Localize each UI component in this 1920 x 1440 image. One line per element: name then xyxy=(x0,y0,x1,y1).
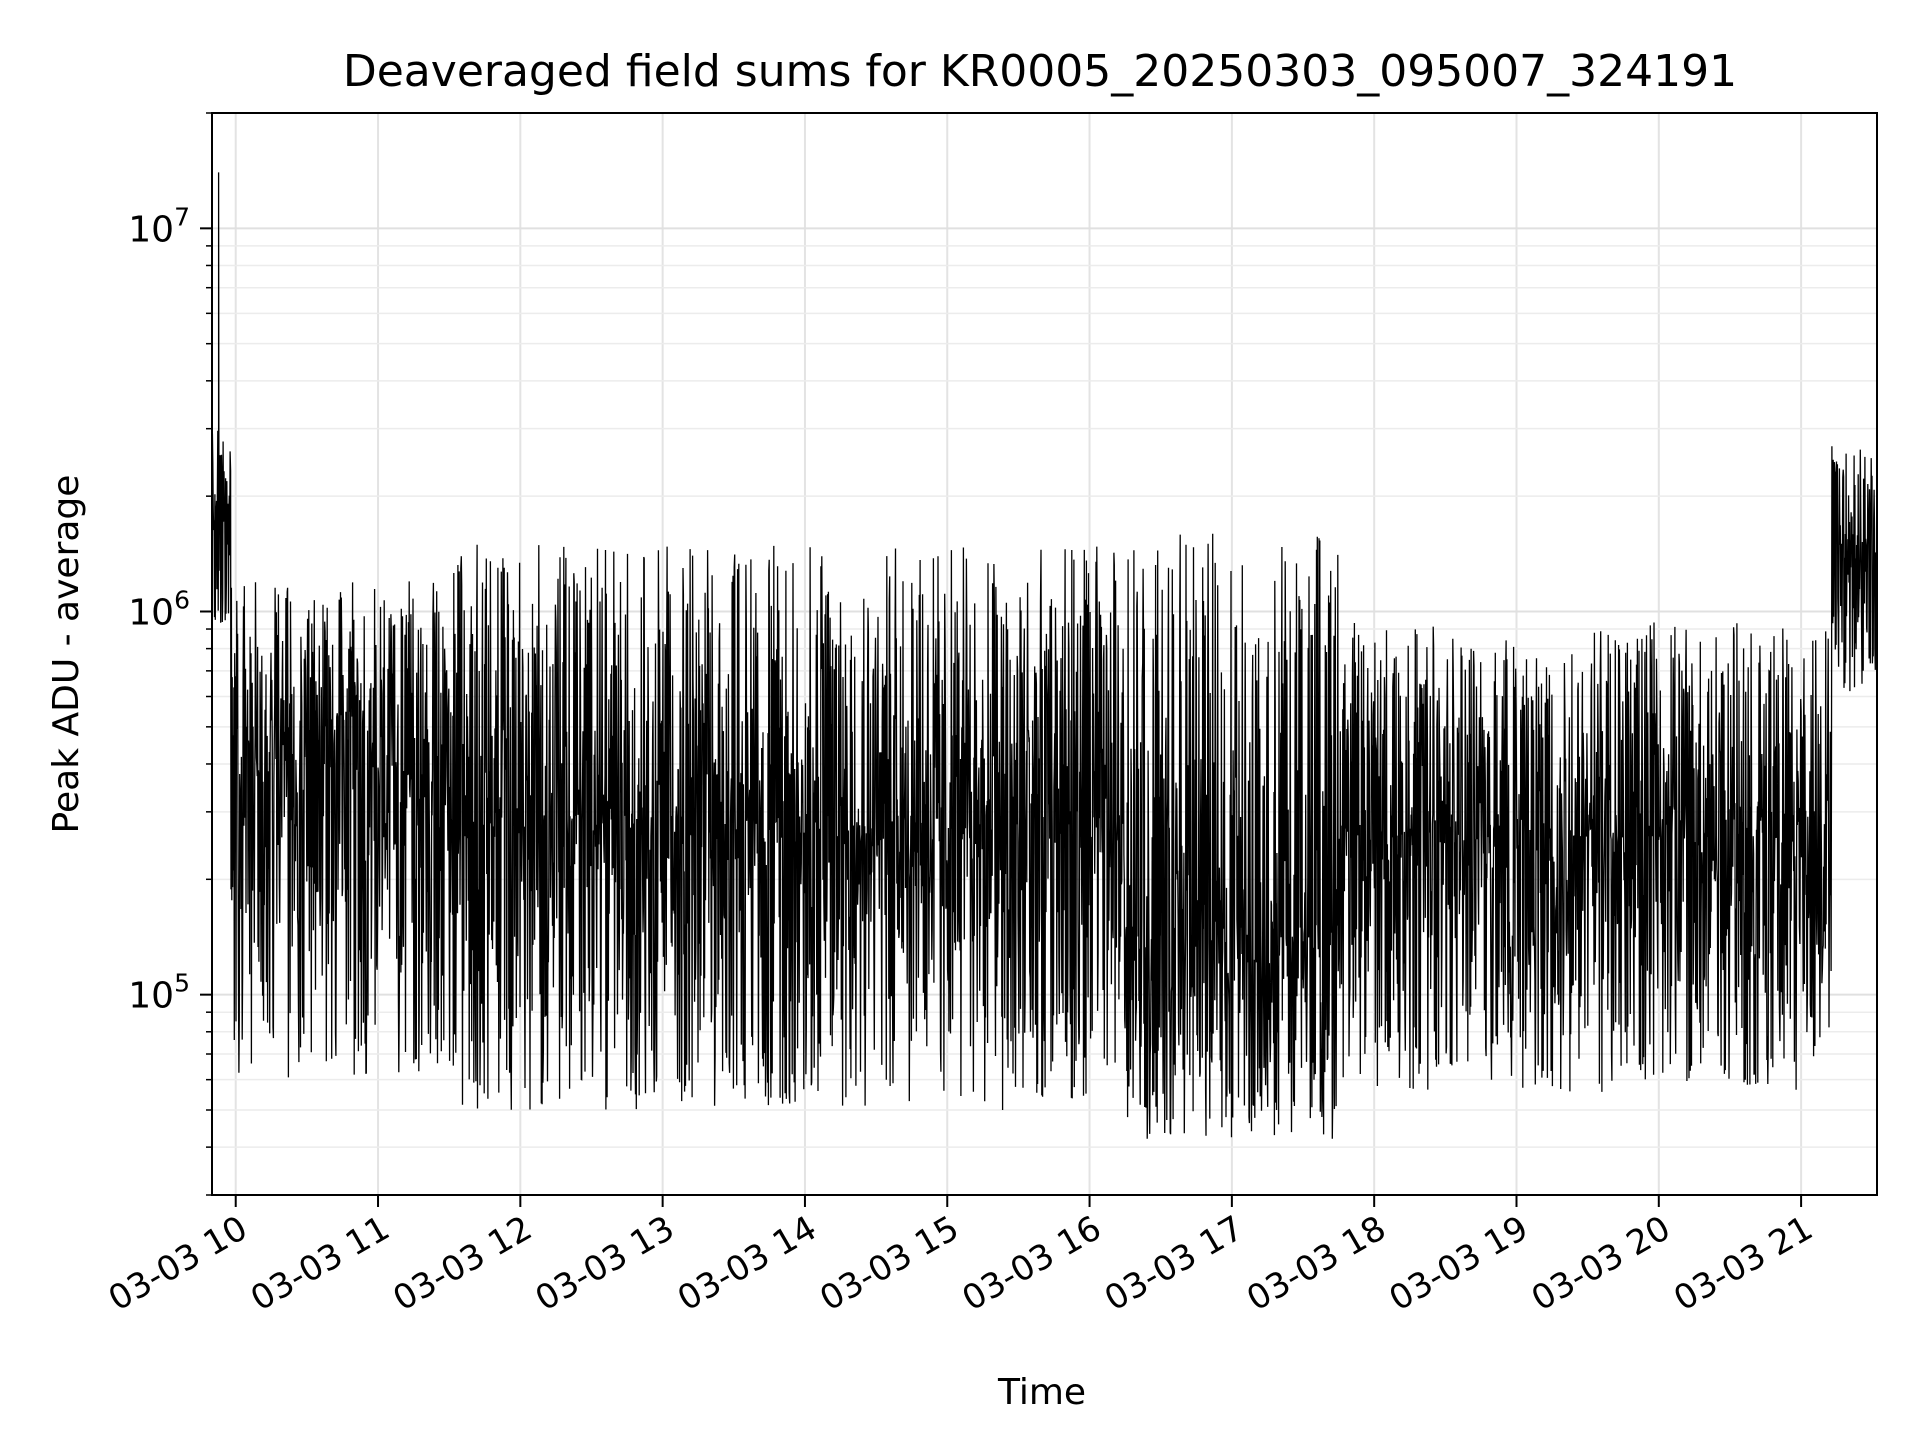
data-series xyxy=(211,172,1878,1139)
x-axis-label: Time xyxy=(997,1372,1086,1413)
y-tick-label: 106 xyxy=(128,585,190,633)
y-tick-label-base: 10 xyxy=(128,592,174,633)
series-line xyxy=(211,172,1878,1139)
plot-area-frame xyxy=(211,112,1878,1196)
y-tick-label-base: 10 xyxy=(128,976,174,1017)
y-tick-label-base: 10 xyxy=(128,209,174,250)
y-tick-label: 107 xyxy=(128,202,190,250)
y-tick-label: 105 xyxy=(128,969,190,1017)
y-axis-label: Peak ADU - average xyxy=(46,475,87,834)
chart-title: Deaveraged field sums for KR0005_2025030… xyxy=(343,46,1737,97)
y-tick-label-exponent: 6 xyxy=(174,585,190,614)
y-tick-label-exponent: 7 xyxy=(174,202,190,231)
y-tick-label-exponent: 5 xyxy=(174,969,190,998)
